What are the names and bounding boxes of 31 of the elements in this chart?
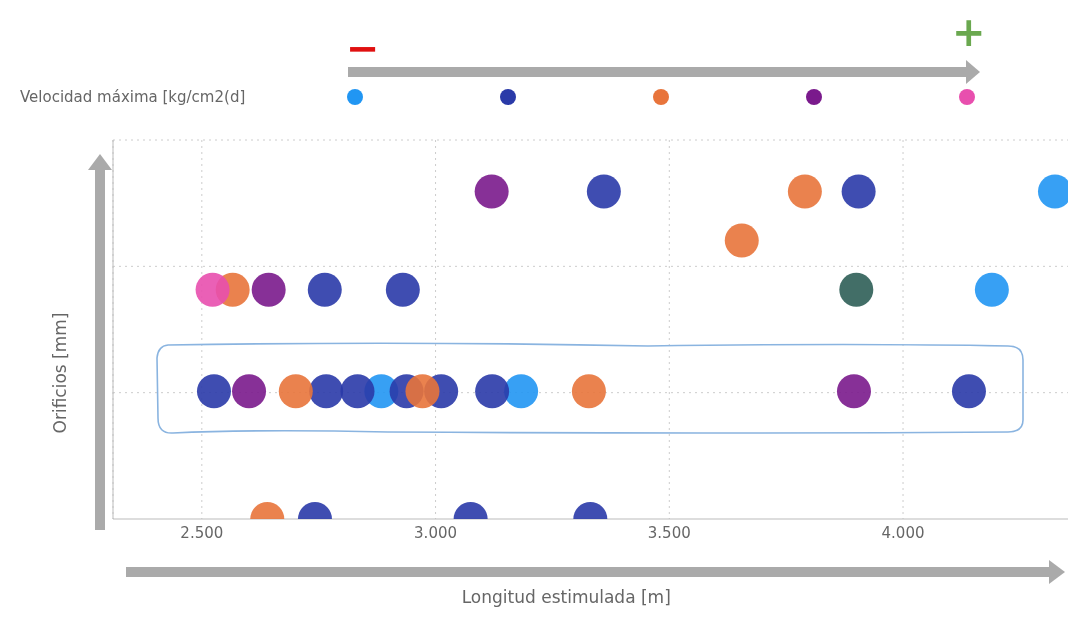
x-tick-label: 3.000 bbox=[414, 523, 458, 542]
point bbox=[951, 374, 986, 409]
point bbox=[196, 374, 231, 409]
text: + bbox=[952, 9, 986, 55]
x-axis-title: Longitud estimulada [m] bbox=[460, 586, 672, 608]
point bbox=[787, 174, 822, 209]
x-tick-label: 3.500 bbox=[647, 523, 691, 542]
y-axis-title: Orificios [mm] bbox=[50, 312, 70, 434]
point bbox=[195, 272, 230, 307]
legend-title: Velocidad máxima [kg/cm2(d] bbox=[20, 88, 246, 106]
point bbox=[251, 272, 286, 307]
point bbox=[974, 272, 1009, 307]
x-tick-label: 2.500 bbox=[180, 523, 224, 542]
point bbox=[340, 374, 375, 409]
point bbox=[309, 374, 344, 409]
point bbox=[586, 174, 621, 209]
point bbox=[307, 272, 342, 307]
point bbox=[475, 374, 510, 409]
point bbox=[836, 374, 871, 409]
x-tick-label: 4.000 bbox=[881, 523, 925, 542]
point bbox=[474, 174, 509, 209]
point bbox=[385, 272, 420, 307]
point bbox=[724, 223, 759, 258]
point bbox=[278, 374, 313, 409]
point bbox=[504, 374, 539, 409]
text: − bbox=[346, 25, 380, 71]
point bbox=[839, 272, 874, 307]
point bbox=[405, 374, 440, 409]
point bbox=[571, 374, 606, 409]
point bbox=[232, 374, 267, 409]
point bbox=[841, 174, 876, 209]
